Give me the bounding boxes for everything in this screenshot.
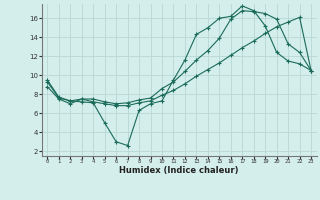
- X-axis label: Humidex (Indice chaleur): Humidex (Indice chaleur): [119, 166, 239, 175]
